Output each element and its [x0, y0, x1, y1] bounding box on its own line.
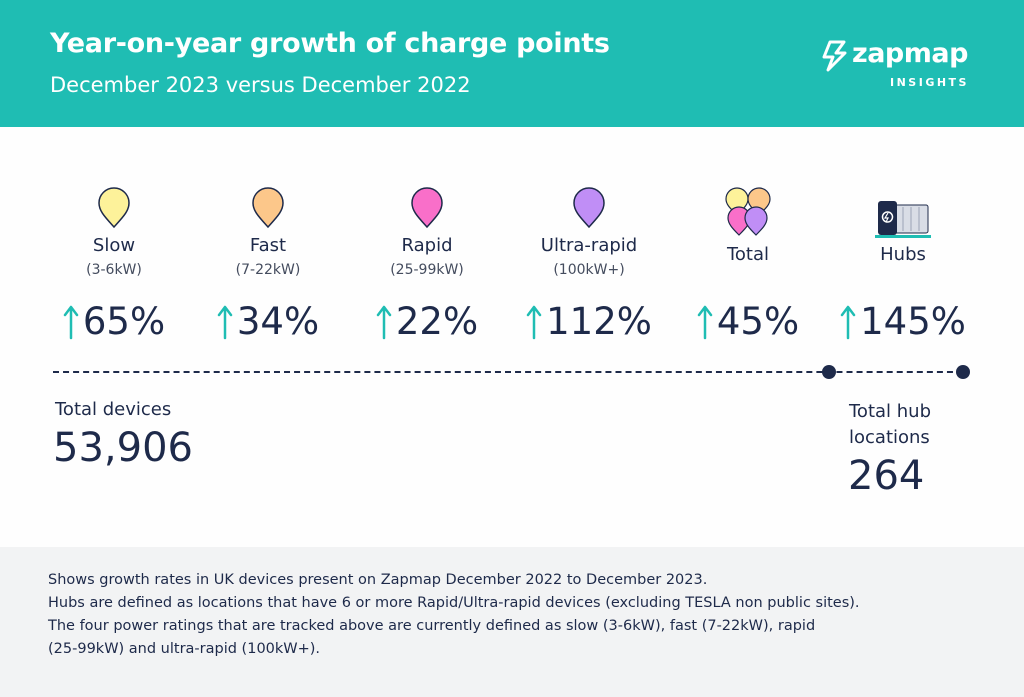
charging-hub-icon	[875, 201, 931, 238]
arrow-up-icon	[697, 305, 713, 339]
brand-subtitle: INSIGHTS	[890, 76, 969, 89]
pin-icon	[252, 187, 284, 229]
arrow-up-icon	[63, 305, 79, 339]
total-hubs-label: Total hub locations	[849, 401, 932, 448]
category-label: Total	[726, 244, 770, 265]
category-range: (100kW+)	[553, 262, 625, 278]
total-devices-value: 53,906	[53, 425, 193, 471]
page-title: Year-on-year growth of charge points	[50, 28, 610, 59]
category-range: (25-99kW)	[390, 262, 464, 278]
growth-value: 145%	[828, 300, 978, 343]
header-banner: Year-on-year growth of charge points Dec…	[0, 0, 1024, 127]
category-label: Ultra-rapid	[540, 235, 638, 256]
category-range: (3-6kW)	[86, 262, 142, 278]
divider-dot	[956, 365, 970, 379]
lightning-icon	[822, 40, 847, 72]
growth-value: 65%	[39, 300, 189, 343]
total-hubs-value: 264	[848, 453, 925, 499]
category-label: Fast	[249, 235, 287, 256]
pin-icon	[98, 187, 130, 229]
pin-icon	[411, 187, 443, 229]
footnote-line: Shows growth rates in UK devices present…	[48, 572, 708, 588]
arrow-up-icon	[840, 305, 856, 339]
pin-cluster-icon	[725, 187, 771, 236]
footnote-line: The four power ratings that are tracked …	[48, 618, 816, 634]
stats-panel: Slow (3-6kW) 65% Fast (7-22kW) 34% Rapid…	[0, 127, 1024, 547]
growth-value: 22%	[352, 300, 502, 343]
dashed-divider	[53, 371, 963, 373]
total-devices-label: Total devices	[55, 399, 172, 420]
brand-logo: zapmap INSIGHTS	[820, 38, 980, 94]
category-label: Hubs	[880, 244, 926, 265]
brand-name: zapmap	[852, 38, 968, 69]
page-subtitle: December 2023 versus December 2022	[50, 73, 471, 97]
growth-value: 45%	[673, 300, 823, 343]
growth-value: 112%	[514, 300, 664, 343]
pin-icon	[573, 187, 605, 229]
arrow-up-icon	[526, 305, 542, 339]
category-range: (7-22kW)	[235, 262, 301, 278]
footnote-panel: Shows growth rates in UK devices present…	[0, 547, 1024, 697]
arrow-up-icon	[376, 305, 392, 339]
category-label: Slow	[92, 235, 136, 256]
growth-value: 34%	[193, 300, 343, 343]
arrow-up-icon	[217, 305, 233, 339]
divider-dot	[822, 365, 836, 379]
footnote-line: Hubs are defined as locations that have …	[48, 595, 860, 611]
footnote-line: (25-99kW) and ultra-rapid (100kW+).	[48, 641, 321, 657]
category-label: Rapid	[401, 235, 453, 256]
